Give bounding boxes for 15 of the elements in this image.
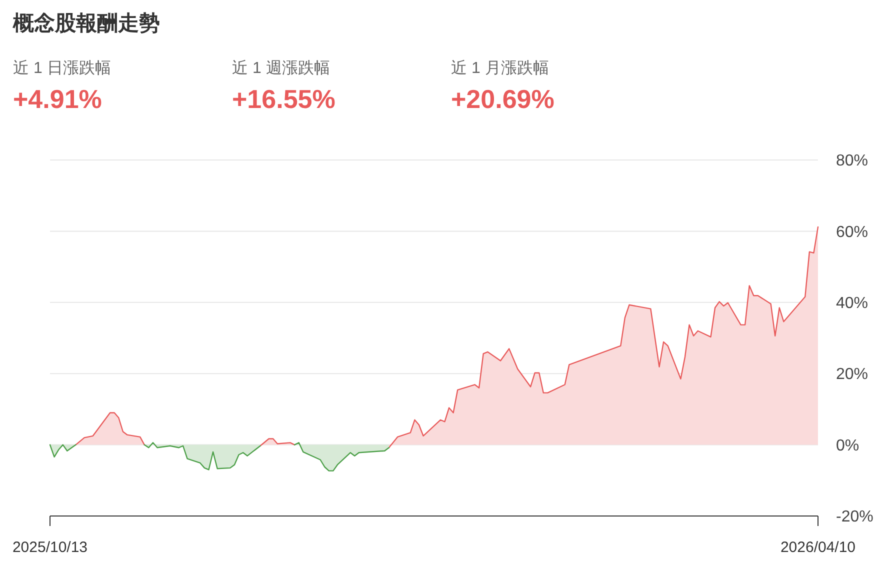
y-tick-label: -20% — [836, 508, 874, 526]
y-tick-label: 40% — [836, 295, 868, 312]
x-tick-label: 2025/10/13 — [12, 539, 88, 556]
text: +16.55% — [232, 84, 336, 114]
text: 近 1 週漲跌幅 — [232, 59, 330, 77]
text: +20.69% — [451, 84, 554, 114]
text: 近 1 月漲跌幅 — [451, 59, 549, 77]
text: +4.91% — [13, 84, 102, 114]
chart-title: 概念股報酬走勢 — [12, 12, 160, 35]
text: 近 1 日漲跌幅 — [13, 59, 111, 77]
x-tick-label: 2026/04/10 — [780, 539, 856, 556]
y-tick-label: 0% — [836, 437, 860, 454]
y-tick-label: 20% — [836, 366, 868, 384]
y-tick-label: 80% — [836, 152, 868, 170]
y-tick-label: 60% — [836, 224, 868, 241]
